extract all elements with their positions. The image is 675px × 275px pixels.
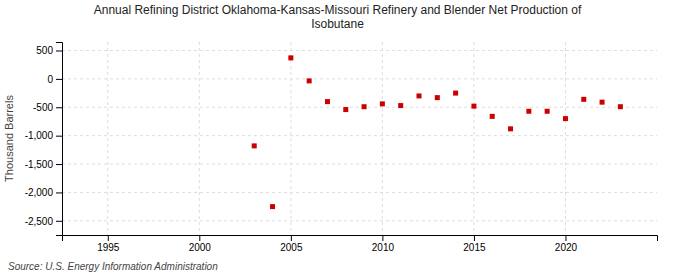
tick-label: -1,500	[25, 159, 54, 170]
tick-mark	[56, 221, 62, 222]
point	[490, 114, 495, 119]
point	[417, 93, 422, 98]
point	[307, 78, 312, 83]
tick-label: 0	[47, 74, 53, 85]
tick: -2,500	[25, 216, 62, 227]
plot: 1995 2000 2005 2010 2015 2020 -2,500 -2,000 -1,5…	[25, 42, 658, 253]
point	[435, 95, 440, 100]
tick: 2000	[189, 235, 212, 253]
grid-line	[62, 220, 657, 221]
tick-mark	[108, 235, 109, 241]
point	[618, 104, 623, 109]
grid-line	[62, 135, 657, 136]
grid-line	[62, 192, 657, 193]
grid-line	[62, 107, 657, 108]
points	[252, 55, 623, 209]
tick: -2,000	[25, 187, 62, 198]
tick-label: -1,000	[25, 130, 54, 141]
grid-line	[290, 42, 291, 235]
tick: -1,500	[25, 159, 62, 170]
tick-mark	[382, 235, 383, 241]
tick-mark	[56, 164, 62, 165]
y-axis: -2,500 -2,000 -1,500 -1,000 -500 0 500	[25, 43, 63, 236]
tick: 1995	[97, 235, 120, 253]
axis-line	[56, 43, 63, 236]
grid-line	[107, 42, 108, 235]
tick-mark	[56, 79, 62, 80]
point	[508, 126, 513, 131]
grid-line	[199, 42, 200, 235]
tick-label: 2010	[372, 242, 395, 253]
grid-line	[382, 42, 383, 235]
point	[545, 109, 550, 114]
tick: 0	[47, 74, 62, 85]
tick: -500	[33, 102, 62, 113]
tick: 2010	[372, 235, 395, 253]
grid-line	[565, 42, 566, 235]
tick-mark	[291, 235, 292, 241]
tick-label: 2005	[280, 242, 303, 253]
point	[343, 107, 348, 112]
point	[270, 204, 275, 209]
tick-mark	[56, 51, 62, 52]
grid-line	[62, 50, 657, 51]
point	[288, 55, 293, 60]
grid-line	[473, 42, 474, 235]
point	[252, 143, 257, 148]
point	[600, 100, 605, 105]
tick: 2015	[463, 235, 486, 253]
tick-mark	[56, 192, 62, 193]
point	[581, 97, 586, 102]
annotation: Source: U.S. Energy Information Administ…	[8, 261, 218, 272]
tick-label: 1995	[97, 242, 120, 253]
grid-line	[62, 78, 657, 79]
point	[380, 101, 385, 106]
title: Annual Refining District Oklahoma-Kansas…	[94, 3, 582, 31]
tick-mark	[56, 107, 62, 108]
tick: 2005	[280, 235, 303, 253]
tick-mark	[474, 235, 475, 241]
tick-label: -2,500	[25, 216, 54, 227]
point	[526, 109, 531, 114]
point	[471, 104, 476, 109]
x-axis: 1995 2000 2005 2010 2015 2020	[63, 235, 658, 253]
point	[563, 116, 568, 121]
point	[453, 91, 458, 96]
grid-line	[62, 164, 657, 165]
tick: 2020	[555, 235, 578, 253]
tick: 500	[36, 45, 62, 56]
tick-label: 2015	[463, 242, 486, 253]
tick-label: 2000	[189, 242, 212, 253]
tick-mark	[199, 235, 200, 241]
axis-line	[63, 236, 658, 242]
tick-mark	[56, 136, 62, 137]
tick-label: 500	[36, 45, 53, 56]
grid	[62, 42, 657, 235]
tick-label: -2,000	[25, 187, 54, 198]
tick-mark	[565, 235, 566, 241]
point	[362, 104, 367, 109]
tick: -1,000	[25, 130, 62, 141]
tick-label: -500	[33, 102, 53, 113]
point	[325, 99, 330, 104]
tick-label: 2020	[555, 242, 578, 253]
chart: 1995 2000 2005 2010 2015 2020 -2,500 -2,000 -1,5…	[0, 0, 675, 275]
y-axis-title: Thousand Barrels	[3, 95, 15, 182]
point	[398, 103, 403, 108]
